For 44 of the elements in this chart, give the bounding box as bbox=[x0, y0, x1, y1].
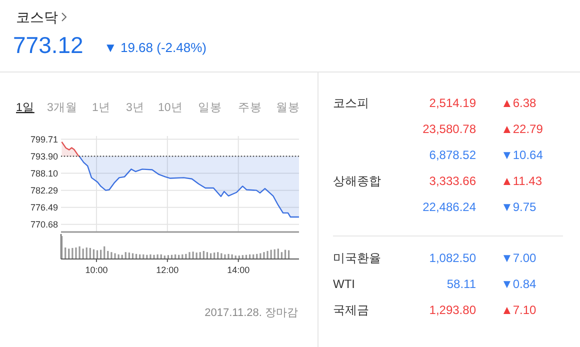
text: ▼ 19.68 (-2.48%) bbox=[104, 40, 206, 55]
y-tick-label: 788.10 bbox=[30, 168, 58, 178]
text: ▲6.38 bbox=[501, 96, 537, 110]
y-tick-label: 770.68 bbox=[30, 220, 58, 230]
text: ▼10.64 bbox=[501, 148, 544, 162]
category-label: 코스피 bbox=[333, 96, 369, 110]
y-tick-label: 793.90 bbox=[30, 151, 58, 162]
line-series bbox=[61, 141, 80, 158]
line-series bbox=[78, 156, 300, 218]
text: 2017.11.28. 장마감 bbox=[204, 307, 298, 319]
text: 773.12 bbox=[13, 32, 84, 58]
text: ▼7.00 bbox=[501, 251, 537, 265]
category-label: 미국환율 bbox=[333, 251, 381, 265]
category-label: 국제금 bbox=[333, 303, 369, 317]
text: 58.11 bbox=[446, 277, 476, 291]
text: 2,514.19 bbox=[429, 96, 476, 110]
text: 23,580.78 bbox=[422, 122, 476, 136]
y-tick-label: 799.71 bbox=[30, 134, 58, 144]
text: 월봉 bbox=[276, 102, 300, 114]
text: 3년 bbox=[126, 102, 144, 114]
text: 1,082.50 bbox=[429, 251, 476, 265]
text: ▲11.43 bbox=[501, 174, 542, 188]
x-tick-label: 14:00 bbox=[227, 265, 250, 275]
text: 1일 bbox=[16, 102, 34, 114]
text: 3개월 bbox=[47, 102, 78, 114]
text: 1년 bbox=[92, 102, 110, 114]
text: 일봉 bbox=[198, 102, 222, 114]
x-tick-label: 10:00 bbox=[85, 265, 108, 275]
text: 주봉 bbox=[238, 102, 262, 114]
text: 10년 bbox=[158, 102, 183, 114]
text: 22,486.24 bbox=[422, 200, 476, 214]
category-label: WTI bbox=[333, 277, 355, 291]
text: ▼0.84 bbox=[501, 277, 537, 291]
y-tick-label: 776.49 bbox=[30, 202, 58, 213]
text: ▲22.79 bbox=[501, 122, 544, 136]
text: 6,878.52 bbox=[429, 148, 476, 162]
text: 3,333.66 bbox=[429, 174, 476, 188]
text: 1,293.80 bbox=[429, 303, 476, 317]
x-tick-label: 12:00 bbox=[156, 265, 179, 275]
y-tick-label: 782.29 bbox=[30, 185, 58, 196]
text: ▼9.75 bbox=[501, 200, 537, 214]
text: 코스닥 bbox=[16, 9, 58, 25]
text: ▲7.10 bbox=[501, 303, 537, 317]
category-label: 상해종합 bbox=[333, 174, 381, 188]
